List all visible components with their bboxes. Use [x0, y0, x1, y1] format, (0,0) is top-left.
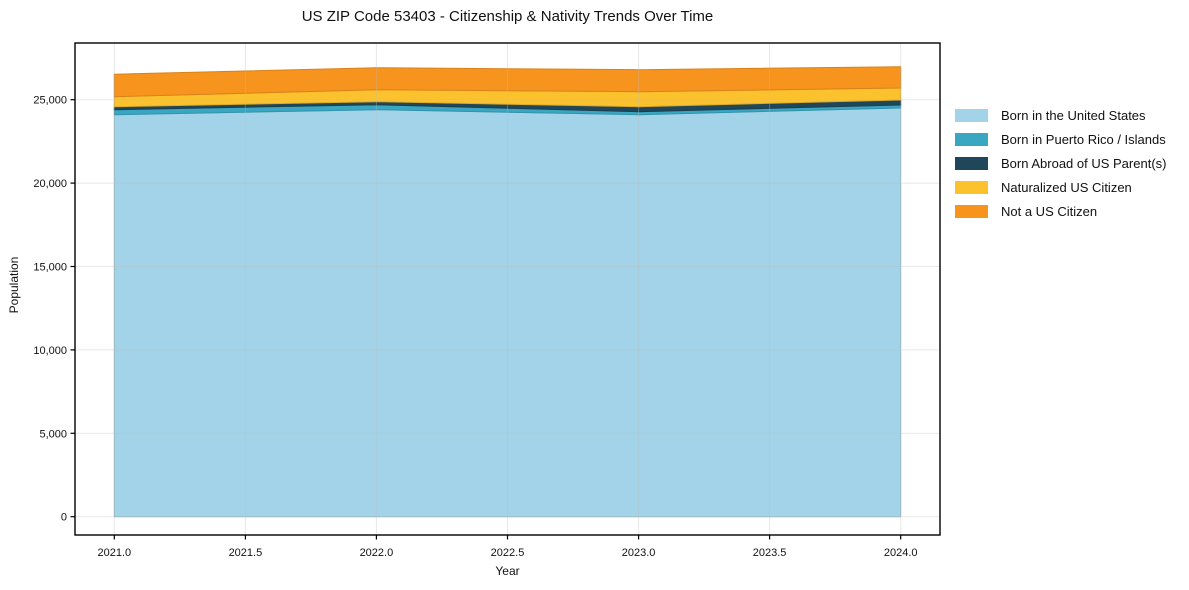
- legend-item: Naturalized US Citizen: [955, 175, 1166, 199]
- svg-text:0: 0: [61, 512, 67, 524]
- svg-text:2024.0: 2024.0: [884, 547, 918, 559]
- area-series: [113, 66, 902, 518]
- svg-text:2022.5: 2022.5: [491, 547, 525, 559]
- svg-text:2023.5: 2023.5: [753, 547, 787, 559]
- x-axis-label: Year: [495, 564, 520, 578]
- svg-text:15,000: 15,000: [33, 262, 67, 274]
- svg-text:2022.0: 2022.0: [360, 547, 394, 559]
- legend-swatch-naturalized: [955, 180, 988, 194]
- legend-label: Not a US Citizen: [1001, 203, 1098, 219]
- legend-item: Born in Puerto Rico / Islands: [955, 127, 1166, 151]
- x-axis-ticks: 2021.0 2021.5 2022.0 2022.5 2023.0 2023.5 2024…: [97, 535, 918, 559]
- svg-text:2021.5: 2021.5: [229, 547, 263, 559]
- legend-swatch-born-us: [955, 108, 988, 122]
- legend-item: Born in the United States: [955, 103, 1166, 127]
- legend-label: Naturalized US Citizen: [1001, 179, 1132, 195]
- svg-text:25,000: 25,000: [33, 95, 67, 107]
- svg-text:2021.0: 2021.0: [97, 547, 131, 559]
- legend-label: Born in the United States: [1001, 107, 1146, 123]
- svg-text:20,000: 20,000: [33, 178, 67, 190]
- legend-item: Not a US Citizen: [955, 199, 1166, 223]
- y-axis-ticks: 0 5,000 10,000 15,000 20,000 25,000: [33, 95, 75, 524]
- legend-swatch-born-abroad: [955, 156, 988, 170]
- svg-text:5,000: 5,000: [39, 428, 67, 440]
- chart-title: US ZIP Code 53403 - Citizenship & Nativi…: [301, 8, 714, 25]
- legend-label: Born in Puerto Rico / Islands: [1001, 131, 1166, 147]
- y-axis-label: Population: [7, 256, 21, 314]
- legend-item: Born Abroad of US Parent(s): [955, 151, 1166, 175]
- grid-lines: [75, 43, 940, 535]
- legend-label: Born Abroad of US Parent(s): [1001, 155, 1167, 171]
- legend-swatch-not-citizen: [955, 204, 988, 218]
- svg-text:2023.0: 2023.0: [622, 547, 656, 559]
- legend: Born in the United States Born in Puerto…: [955, 103, 1166, 223]
- legend-swatch-puerto-rico: [955, 132, 988, 146]
- svg-text:10,000: 10,000: [33, 345, 67, 357]
